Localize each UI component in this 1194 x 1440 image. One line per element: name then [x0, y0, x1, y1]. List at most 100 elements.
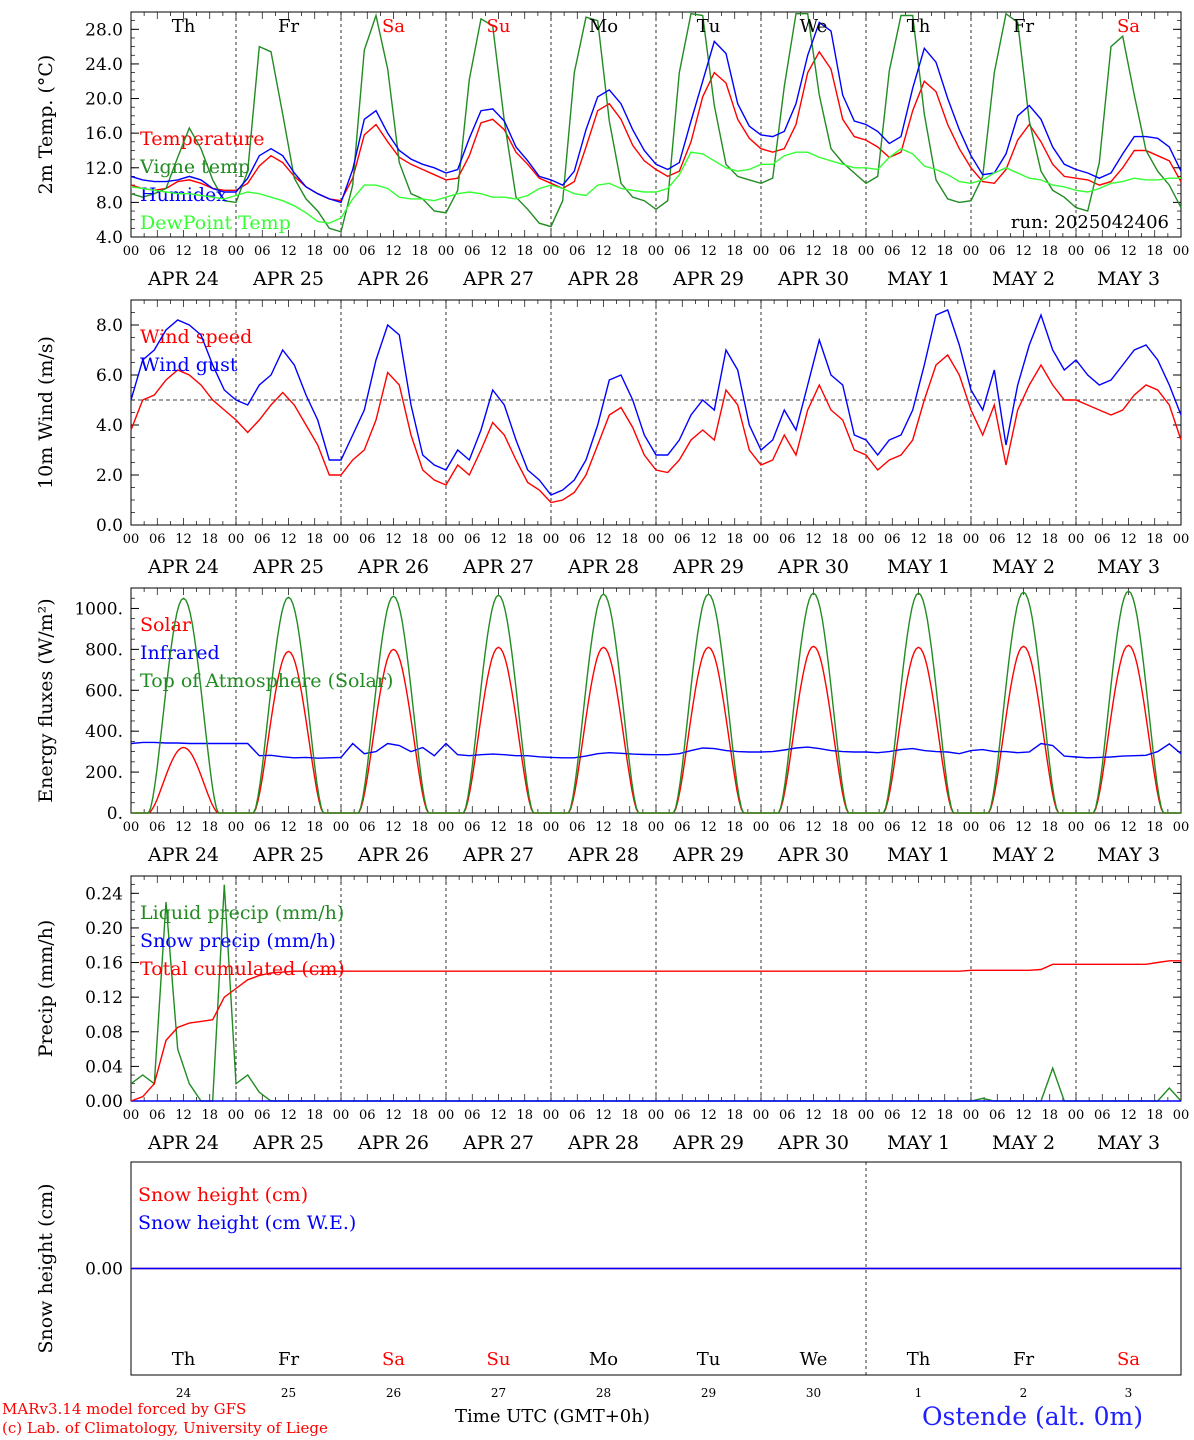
panel3-hour-label: 00 — [963, 820, 980, 835]
panel4-hour-label: 00 — [228, 1108, 245, 1123]
panel3-hour-label: 00 — [1068, 820, 1085, 835]
panel5-day-number: 2 — [1020, 1386, 1028, 1400]
panel5-legend-item: Snow height (cm) — [138, 1184, 308, 1206]
panel4-hour-label: 18 — [516, 1108, 533, 1123]
panel2-hour-label: 12 — [1120, 532, 1137, 547]
panel2-hour-label: 12 — [385, 532, 402, 547]
panel3-hour-label: 18 — [621, 820, 638, 835]
panel1-legend-item: Vigne temp — [139, 156, 250, 178]
panel2-hour-label: 18 — [411, 532, 428, 547]
panel4-hour-label: 18 — [1146, 1108, 1163, 1123]
panel4-hour-label: 00 — [123, 1108, 140, 1123]
panel1-legend-item: Humidex — [140, 184, 227, 206]
panel3-hour-label: 18 — [411, 820, 428, 835]
panel5-weekday-label: Mo — [589, 1349, 618, 1370]
panel1-hour-label: 00 — [1068, 244, 1085, 259]
panel4-ylabel: Precip (mm/h) — [35, 920, 57, 1058]
panel3-legend-item: Solar — [140, 614, 192, 636]
panel4-hour-label: 12 — [700, 1108, 717, 1123]
panel3-hour-label: 12 — [175, 820, 192, 835]
time-axis-title: Time UTC (GMT+0h) — [455, 1406, 650, 1427]
meteogram-chart: 00 06 12 18 APR 24 00 06 12 18 APR 25 00 06 12 18 APR … — [35, 11, 1190, 1400]
panel4-date-label: APR 27 — [462, 1132, 534, 1154]
panel4-hour-label: 00 — [963, 1108, 980, 1123]
panel3-hour-label: 18 — [726, 820, 743, 835]
panel2-hour-label: 12 — [490, 532, 507, 547]
panel1-weekday-label: Tu — [697, 16, 721, 37]
panel1-hour-label: 06 — [254, 244, 271, 259]
panel4-date-label: APR 25 — [252, 1132, 324, 1154]
panel3-hour-label: 00 — [543, 820, 560, 835]
panel1-ytick-label: 8.0 — [96, 193, 123, 213]
panel2-hour-label: 06 — [779, 532, 796, 547]
panel2-hour-label: 00 — [1173, 532, 1190, 547]
panel1-hour-label: 12 — [805, 244, 822, 259]
panel4-series-total-cumulated-cm- — [130, 960, 1181, 1102]
panel4-hour-label: 06 — [569, 1108, 586, 1123]
panel4-hour-label: 06 — [149, 1108, 166, 1123]
panel5-day-number: 24 — [176, 1386, 192, 1400]
panel1-date-label: APR 25 — [252, 268, 324, 290]
panel1-date-label: APR 29 — [672, 268, 744, 290]
panel1-date-label: APR 30 — [777, 268, 849, 290]
panel1-ytick-label: 20.0 — [85, 90, 123, 110]
panel3-date-label: MAY 1 — [887, 844, 950, 866]
panel3-hour-label: 18 — [201, 820, 218, 835]
panel1-hour-label: 18 — [1041, 244, 1058, 259]
panel1-hour-label: 18 — [936, 244, 953, 259]
panel2-date-label: APR 26 — [357, 556, 429, 578]
panel1-date-label: APR 28 — [567, 268, 639, 290]
panel3-hour-label: 06 — [569, 820, 586, 835]
panel1-hour-label: 06 — [779, 244, 796, 259]
panel4-date-label: MAY 2 — [992, 1132, 1055, 1154]
panel1-hour-label: 06 — [1094, 244, 1111, 259]
panel1-weekday-label: Sa — [1117, 16, 1140, 37]
panel1-date-label: APR 26 — [357, 268, 429, 290]
panel4-ytick-label: 0.16 — [85, 954, 123, 974]
panel2-hour-label: 18 — [1146, 532, 1163, 547]
panel3-hour-label: 00 — [228, 820, 245, 835]
panel2-date-label: APR 28 — [567, 556, 639, 578]
panel4-hour-label: 12 — [175, 1108, 192, 1123]
panel2-hour-label: 00 — [228, 532, 245, 547]
panel4-hour-label: 18 — [621, 1108, 638, 1123]
panel1-weekday-label: Fr — [1013, 16, 1034, 37]
run-label: run: 2025042406 — [1011, 212, 1169, 233]
panel4-ytick-label: 0.00 — [85, 1092, 123, 1112]
model-line: MARv3.14 model forced by GFS — [2, 1400, 247, 1418]
panel2-legend-item: Wind speed — [140, 326, 252, 348]
panel1-hour-label: 06 — [989, 244, 1006, 259]
panel3-date-label: MAY 3 — [1097, 844, 1160, 866]
panel4-hour-label: 12 — [910, 1108, 927, 1123]
panel2-ytick-label: 4.0 — [96, 416, 123, 436]
panel3-hour-label: 06 — [1094, 820, 1111, 835]
panel4-date-label: APR 26 — [357, 1132, 429, 1154]
panel3-hour-label: 18 — [1041, 820, 1058, 835]
panel3-date-label: APR 24 — [147, 844, 219, 866]
panel2-hour-label: 06 — [569, 532, 586, 547]
panel1-weekday-label: Th — [172, 16, 196, 37]
panel2-ylabel: 10m Wind (m/s) — [35, 336, 57, 489]
panel3-date-label: APR 25 — [252, 844, 324, 866]
panel3-hour-label: 00 — [438, 820, 455, 835]
panel2-hour-label: 06 — [674, 532, 691, 547]
panel1-hour-label: 12 — [910, 244, 927, 259]
panel3-hour-label: 12 — [280, 820, 297, 835]
panel3-hour-label: 18 — [936, 820, 953, 835]
panel3-hour-label: 06 — [884, 820, 901, 835]
panel2-hour-label: 12 — [1015, 532, 1032, 547]
panel4-hour-label: 06 — [989, 1108, 1006, 1123]
panel4-hour-label: 12 — [280, 1108, 297, 1123]
panel2-hour-label: 12 — [910, 532, 927, 547]
panel1-hour-label: 12 — [1015, 244, 1032, 259]
panel2-hour-label: 18 — [831, 532, 848, 547]
panel2-date-label: APR 24 — [147, 556, 219, 578]
panel1-hour-label: 00 — [1173, 244, 1190, 259]
panel4-hour-label: 06 — [674, 1108, 691, 1123]
panel2-hour-label: 12 — [280, 532, 297, 547]
panel3-legend-item: Top of Atmosphere (Solar) — [140, 670, 393, 692]
panel5-day-number: 26 — [386, 1386, 401, 1400]
panel4-legend-item: Liquid precip (mm/h) — [140, 902, 344, 924]
panel3-hour-label: 06 — [674, 820, 691, 835]
panel3-hour-label: 12 — [1015, 820, 1032, 835]
